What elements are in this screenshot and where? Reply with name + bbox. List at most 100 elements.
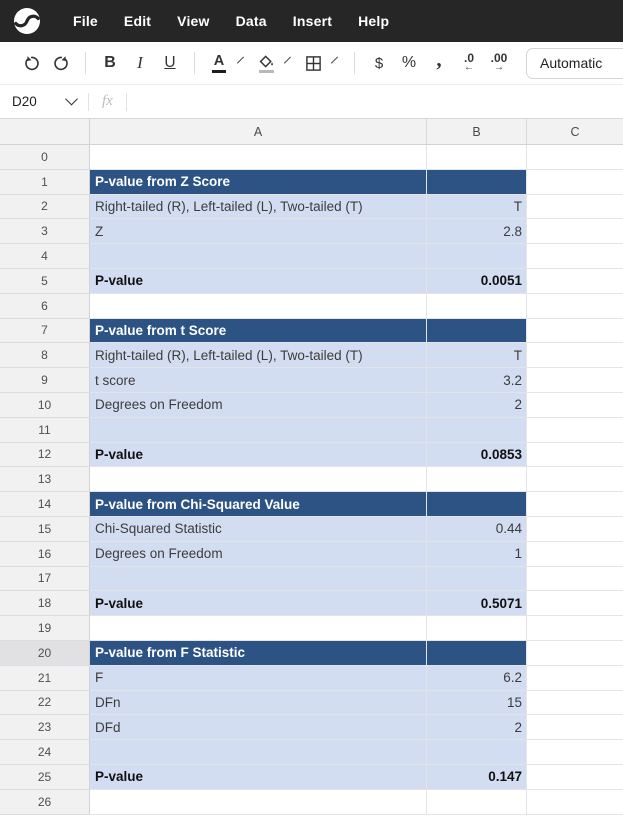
decrease-decimal-button[interactable]: .0 ← bbox=[454, 48, 484, 78]
borders-button[interactable] bbox=[298, 48, 328, 78]
row-header-7[interactable]: 7 bbox=[0, 318, 90, 344]
row-header-9[interactable]: 9 bbox=[0, 368, 90, 393]
cell-B11[interactable] bbox=[427, 417, 527, 443]
cell-B12[interactable]: 0.0853 bbox=[427, 442, 527, 468]
cell-C8[interactable] bbox=[527, 343, 623, 369]
row-header-23[interactable]: 23 bbox=[0, 715, 90, 741]
menu-insert[interactable]: Insert bbox=[292, 13, 333, 29]
row-header-11[interactable]: 11 bbox=[0, 417, 90, 443]
cell-C18[interactable] bbox=[527, 591, 623, 617]
chevron-down-icon[interactable] bbox=[236, 56, 245, 64]
cell-A14[interactable]: P-value from Chi-Squared Value bbox=[90, 492, 427, 517]
cell-C12[interactable] bbox=[527, 443, 623, 468]
cell-B18[interactable]: 0.5071 bbox=[427, 591, 527, 617]
formula-input[interactable] bbox=[127, 85, 623, 118]
row-header-22[interactable]: 22 bbox=[0, 690, 90, 716]
row-header-13[interactable]: 13 bbox=[0, 467, 90, 493]
cell-B13[interactable] bbox=[427, 467, 527, 493]
cell-B2[interactable]: T bbox=[427, 194, 527, 220]
cell-B17[interactable] bbox=[427, 566, 527, 592]
cell-C3[interactable] bbox=[527, 219, 623, 245]
row-header-1[interactable]: 1 bbox=[0, 169, 90, 195]
cell-A4[interactable] bbox=[90, 244, 427, 269]
cell-B19[interactable] bbox=[427, 616, 527, 641]
increase-decimal-button[interactable]: .00 → bbox=[484, 48, 514, 78]
cell-B25[interactable]: 0.147 bbox=[427, 764, 527, 790]
cell-C10[interactable] bbox=[527, 393, 623, 418]
cell-B9[interactable]: 3.2 bbox=[427, 368, 527, 393]
app-logo-icon[interactable] bbox=[14, 8, 40, 34]
row-header-16[interactable]: 16 bbox=[0, 541, 90, 567]
cell-A7[interactable]: P-value from t Score bbox=[90, 318, 427, 344]
cell-A26[interactable] bbox=[90, 789, 427, 815]
cell-B3[interactable]: 2.8 bbox=[427, 219, 527, 245]
cell-B16[interactable]: 1 bbox=[427, 541, 527, 567]
cell-A12[interactable]: P-value bbox=[90, 442, 427, 468]
row-header-8[interactable]: 8 bbox=[0, 343, 90, 369]
cell-C25[interactable] bbox=[527, 765, 623, 790]
cell-A17[interactable] bbox=[90, 566, 427, 592]
cell-A8[interactable]: Right-tailed (R), Left-tailed (L), Two-t… bbox=[90, 343, 427, 369]
cell-B22[interactable]: 15 bbox=[427, 690, 527, 716]
cell-C14[interactable] bbox=[527, 492, 623, 517]
italic-button[interactable]: I bbox=[137, 53, 143, 72]
cell-C22[interactable] bbox=[527, 691, 623, 716]
cell-C19[interactable] bbox=[527, 616, 623, 641]
underline-button[interactable]: U bbox=[164, 54, 176, 71]
column-header-b[interactable]: B bbox=[427, 119, 527, 144]
text-color-button[interactable]: A bbox=[204, 48, 234, 78]
menu-data[interactable]: Data bbox=[235, 13, 267, 29]
row-header-4[interactable]: 4 bbox=[0, 244, 90, 269]
cell-A18[interactable]: P-value bbox=[90, 591, 427, 617]
cell-reference-dropdown[interactable]: D20 bbox=[0, 92, 88, 109]
number-format-dropdown[interactable]: Automatic bbox=[526, 47, 623, 79]
cell-B14[interactable] bbox=[427, 492, 527, 517]
cell-B4[interactable] bbox=[427, 244, 527, 269]
cell-B7[interactable] bbox=[427, 318, 527, 344]
cell-A10[interactable]: Degrees on Freedom bbox=[90, 392, 427, 418]
cell-A19[interactable] bbox=[90, 616, 427, 641]
cell-B21[interactable]: 6.2 bbox=[427, 665, 527, 691]
menu-view[interactable]: View bbox=[177, 13, 210, 29]
currency-format-button[interactable]: $ bbox=[374, 54, 384, 72]
cell-C24[interactable] bbox=[527, 740, 623, 765]
cell-A1[interactable]: P-value from Z Score bbox=[90, 169, 427, 195]
cell-C1[interactable] bbox=[527, 170, 623, 195]
cell-C5[interactable] bbox=[527, 269, 623, 294]
row-header-26[interactable]: 26 bbox=[0, 789, 90, 815]
cell-A22[interactable]: DFn bbox=[90, 690, 427, 716]
fill-color-button[interactable] bbox=[251, 48, 281, 78]
cell-C11[interactable] bbox=[527, 418, 623, 443]
percent-format-button[interactable]: % bbox=[401, 54, 417, 71]
cell-C2[interactable] bbox=[527, 195, 623, 220]
cell-A13[interactable] bbox=[90, 467, 427, 493]
cell-C9[interactable] bbox=[527, 368, 623, 393]
cell-A5[interactable]: P-value bbox=[90, 268, 427, 294]
cell-A6[interactable] bbox=[90, 293, 427, 319]
cell-A3[interactable]: Z bbox=[90, 219, 427, 245]
cell-A15[interactable]: Chi-Squared Statistic bbox=[90, 516, 427, 542]
row-header-3[interactable]: 3 bbox=[0, 219, 90, 245]
cell-C16[interactable] bbox=[527, 542, 623, 567]
chevron-down-icon[interactable] bbox=[330, 56, 339, 64]
undo-button[interactable] bbox=[16, 48, 46, 78]
chevron-down-icon[interactable] bbox=[283, 56, 292, 64]
cell-C20[interactable] bbox=[527, 641, 623, 666]
row-header-18[interactable]: 18 bbox=[0, 591, 90, 617]
cell-B15[interactable]: 0.44 bbox=[427, 516, 527, 542]
cell-B26[interactable] bbox=[427, 789, 527, 815]
cell-A0[interactable] bbox=[90, 145, 427, 170]
cell-B5[interactable]: 0.0051 bbox=[427, 268, 527, 294]
cell-A24[interactable] bbox=[90, 740, 427, 765]
row-header-25[interactable]: 25 bbox=[0, 764, 90, 790]
cell-B8[interactable]: T bbox=[427, 343, 527, 369]
cell-B6[interactable] bbox=[427, 293, 527, 319]
row-header-20[interactable]: 20 bbox=[0, 640, 90, 666]
row-header-14[interactable]: 14 bbox=[0, 492, 90, 517]
bold-button[interactable]: B bbox=[104, 54, 116, 71]
row-header-2[interactable]: 2 bbox=[0, 194, 90, 220]
row-header-21[interactable]: 21 bbox=[0, 665, 90, 691]
cell-C4[interactable] bbox=[527, 244, 623, 269]
row-header-10[interactable]: 10 bbox=[0, 392, 90, 418]
row-header-24[interactable]: 24 bbox=[0, 740, 90, 765]
